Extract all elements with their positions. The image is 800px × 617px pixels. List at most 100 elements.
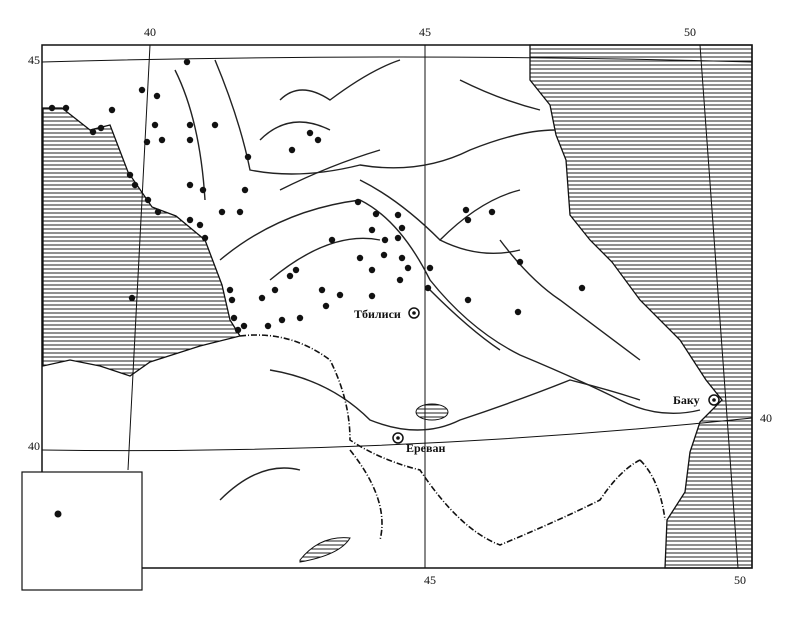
site-dot	[201, 234, 209, 242]
site-dot	[241, 186, 249, 194]
site-dot	[336, 291, 344, 299]
grid-label: 40	[28, 439, 40, 453]
lake-sevan	[415, 403, 449, 421]
site-dot	[48, 104, 56, 112]
site-dot	[516, 258, 524, 266]
caspian-sea	[529, 44, 753, 569]
site-dot	[394, 234, 402, 242]
site-dot	[143, 138, 151, 146]
site-dot	[264, 322, 272, 330]
site-dot	[236, 208, 244, 216]
labels: 40 45 50 45 40 40 45 50 Тбилиси Ереван Б…	[28, 25, 772, 587]
grid-label: 45	[419, 25, 431, 39]
site-dot	[151, 121, 159, 129]
site-dot	[292, 266, 300, 274]
site-dot	[296, 314, 304, 322]
grid-label: 40	[760, 411, 772, 425]
site-dot	[464, 296, 472, 304]
site-dot	[318, 286, 326, 294]
site-dot	[186, 181, 194, 189]
site-dot	[368, 266, 376, 274]
parallel-40	[41, 417, 753, 452]
site-dot	[398, 254, 406, 262]
site-dot	[271, 286, 279, 294]
site-dot	[158, 136, 166, 144]
inset-dot	[54, 510, 62, 518]
site-dot	[322, 302, 330, 310]
site-dot	[394, 211, 402, 219]
site-dot	[404, 264, 412, 272]
city-marker	[392, 432, 404, 444]
site-dot	[89, 128, 97, 136]
inset-box	[21, 471, 143, 591]
site-dot	[240, 322, 248, 330]
meridian-50	[699, 44, 739, 569]
site-dot	[424, 284, 432, 292]
site-dot	[230, 314, 238, 322]
city-label: Ереван	[406, 441, 445, 455]
site-dot	[462, 206, 470, 214]
grid-label: 50	[734, 573, 746, 587]
site-dot	[186, 136, 194, 144]
site-dot	[368, 226, 376, 234]
site-dot	[128, 294, 136, 302]
site-dot	[278, 316, 286, 324]
site-dot	[314, 136, 322, 144]
site-dot	[288, 146, 296, 154]
site-dot	[199, 186, 207, 194]
grid-label: 45	[424, 573, 436, 587]
site-dot	[578, 284, 586, 292]
site-dot	[211, 121, 219, 129]
city-label: Тбилиси	[354, 307, 401, 321]
site-dot	[306, 129, 314, 137]
site-dot	[62, 104, 70, 112]
site-dot	[354, 198, 362, 206]
site-dot	[183, 58, 191, 66]
site-dot	[381, 236, 389, 244]
grid-label: 50	[684, 25, 696, 39]
site-dot	[108, 106, 116, 114]
site-dot	[196, 221, 204, 229]
site-dot	[131, 181, 139, 189]
site-dot	[186, 216, 194, 224]
city-label: Баку	[673, 393, 700, 407]
grid-label: 45	[28, 53, 40, 67]
site-dot	[218, 208, 226, 216]
site-dot	[426, 264, 434, 272]
site-dot	[286, 272, 294, 280]
city-marker	[396, 436, 400, 440]
lake	[299, 537, 351, 563]
site-dot	[328, 236, 336, 244]
parallel-45	[41, 56, 753, 63]
site-dot	[368, 292, 376, 300]
site-dot	[380, 251, 388, 259]
site-dot	[372, 210, 380, 218]
city-marker	[412, 311, 416, 315]
site-dot	[126, 171, 134, 179]
site-dots	[48, 58, 586, 334]
borders	[239, 334, 666, 546]
meridian-40	[127, 44, 151, 471]
site-dot	[138, 86, 146, 94]
grid-label: 40	[144, 25, 156, 39]
site-dot	[234, 326, 242, 334]
city-marker	[712, 398, 716, 402]
site-dot	[226, 286, 234, 294]
site-dot	[356, 254, 364, 262]
site-dot	[144, 196, 152, 204]
site-dot	[97, 124, 105, 132]
site-dot	[464, 216, 472, 224]
black-sea	[42, 107, 242, 377]
site-dot	[398, 224, 406, 232]
site-dot	[396, 276, 404, 284]
site-dot	[514, 308, 522, 316]
city-marker	[708, 394, 720, 406]
site-dot	[244, 153, 252, 161]
site-dot	[488, 208, 496, 216]
site-dot	[228, 296, 236, 304]
site-dot	[186, 121, 194, 129]
site-dot	[258, 294, 266, 302]
site-dot	[154, 208, 162, 216]
